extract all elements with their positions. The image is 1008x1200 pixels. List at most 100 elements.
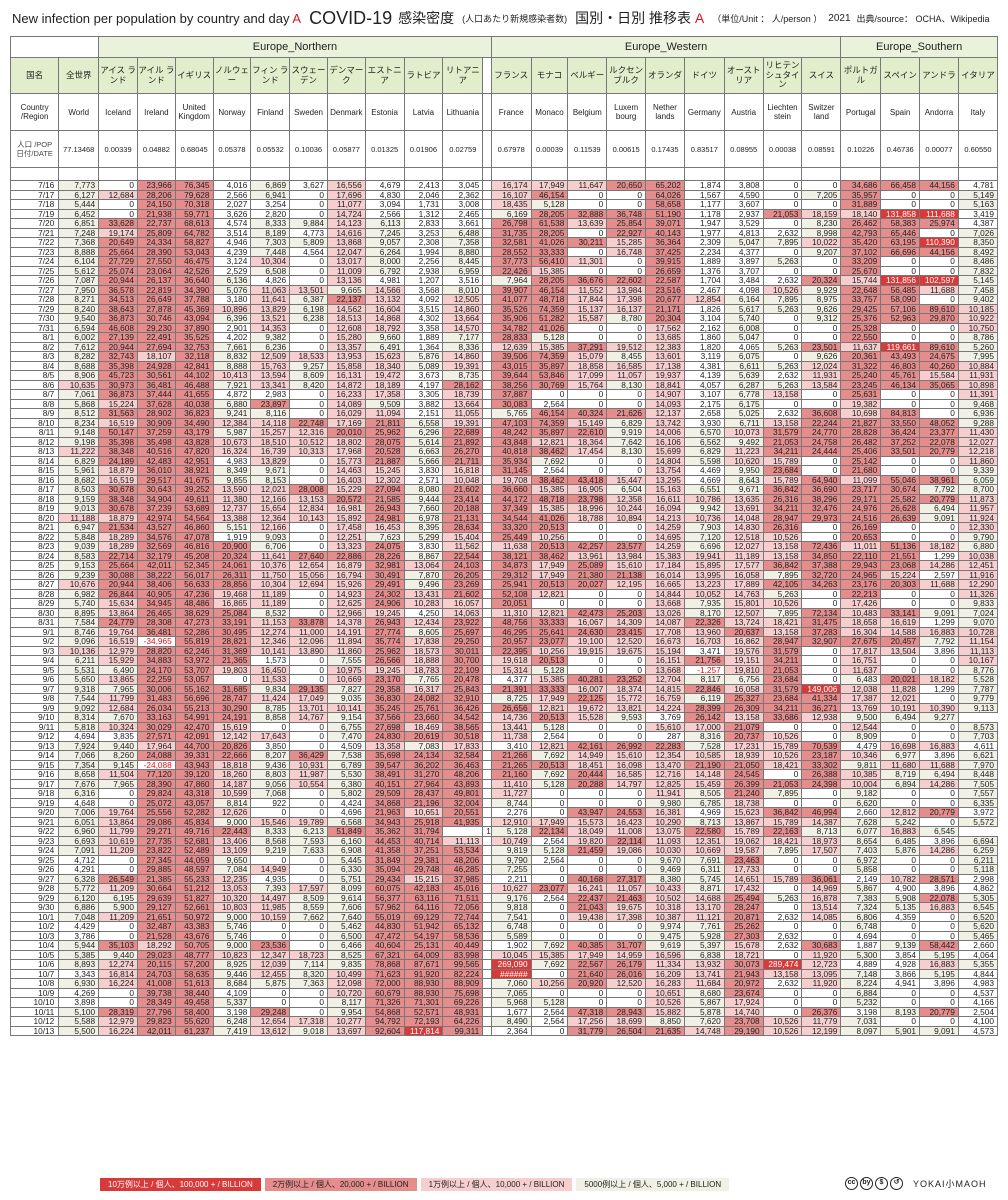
value-cell: 10,749: [490, 835, 532, 846]
value-cell: 1,299: [919, 617, 959, 628]
value-cell: 15,314: [490, 664, 532, 675]
value-cell: 11,011: [840, 541, 882, 552]
country-pop: 0.10226: [840, 130, 882, 168]
value-cell: 8,316: [683, 731, 725, 742]
value-cell: 16,794: [326, 569, 366, 580]
value-cell: [482, 731, 492, 742]
country-en: Spain: [880, 93, 921, 131]
value-cell: 2,938: [403, 265, 444, 276]
value-cell: 5,397: [683, 940, 725, 951]
value-cell: 19,245: [364, 664, 405, 675]
value-cell: 0: [289, 740, 328, 751]
value-cell: 6,504: [606, 484, 647, 495]
value-cell: 29,230: [136, 322, 176, 333]
value-cell: 6,113: [364, 218, 405, 229]
value-cell: 7,765: [403, 674, 444, 685]
value-cell: 3,358: [403, 322, 444, 333]
value-cell: 12,979: [98, 645, 138, 656]
value-cell: [482, 664, 492, 675]
value-cell: 14,740: [723, 1006, 764, 1017]
value-cell: 42,526: [174, 265, 214, 276]
value-cell: [482, 1025, 492, 1036]
value-cell: 0: [880, 664, 921, 675]
value-cell: 14,378: [326, 617, 366, 628]
value-cell: 0: [606, 921, 647, 932]
value-cell: 31,563: [98, 408, 138, 419]
world-value: 4,712: [58, 854, 100, 865]
value-cell: 33,209: [840, 256, 882, 267]
world-value: 9,148: [58, 427, 100, 438]
value-cell: 10,526: [645, 997, 685, 1008]
value-cell: 5,128: [530, 664, 569, 675]
spacer-cell: [212, 167, 252, 181]
value-cell: 8,336: [442, 341, 484, 352]
value-cell: 23,269: [442, 579, 484, 590]
date-cell: 9/5: [9, 664, 60, 675]
value-cell: [482, 313, 492, 324]
value-cell: 41,334: [801, 693, 842, 704]
value-cell: 8,867: [403, 550, 444, 561]
value-cell: 0: [606, 265, 647, 276]
value-cell: 8,080: [403, 484, 444, 495]
world-value: 8,906: [58, 370, 100, 381]
value-cell: 7,642: [606, 436, 647, 447]
value-cell: 11,920: [801, 978, 842, 989]
value-cell: 9,139: [880, 940, 921, 951]
value-cell: 44,700: [174, 740, 214, 751]
value-cell: 43,947: [567, 807, 608, 818]
value-cell: 5,128: [530, 778, 569, 789]
table-row: 7/21 7,248 19,174 25,809 64,782 3,514 8,189 4,7…: [9, 227, 999, 238]
value-cell: 19,382: [840, 398, 882, 409]
value-cell: [482, 693, 492, 704]
value-cell: 5,589: [490, 930, 532, 941]
value-cell: 17,643: [250, 731, 291, 742]
value-cell: 18,879: [98, 512, 138, 523]
value-cell: 4,928: [880, 959, 921, 970]
value-cell: 2,364: [490, 1025, 532, 1036]
value-cell: [482, 1016, 492, 1027]
value-cell: 11,301: [567, 256, 608, 267]
value-cell: 18,513: [326, 313, 366, 324]
value-cell: 15,447: [606, 474, 647, 485]
value-cell: 13,026: [645, 607, 685, 618]
value-cell: 66,696: [880, 246, 921, 257]
value-cell: 0: [762, 902, 803, 913]
legend-item: 1万例以上 / 個人、10,000 + / BILLION: [420, 1177, 573, 1191]
value-cell: 9,446: [212, 968, 252, 979]
value-cell: 38,406: [136, 579, 176, 590]
value-cell: 18,364: [567, 436, 608, 447]
value-cell: 47,273: [174, 617, 214, 628]
value-cell: 15,280: [326, 332, 366, 343]
value-cell: 8,097: [840, 1025, 882, 1036]
value-cell: 53,043: [174, 246, 214, 257]
table-row: 7/31 6,594 46,608 29,230 37,890 2,901 14,353 0 1…: [9, 322, 999, 333]
country-en: Luxem bourg: [606, 93, 647, 131]
value-cell: 0: [289, 940, 328, 951]
value-cell: 28,947: [762, 636, 803, 647]
value-cell: 0: [880, 389, 921, 400]
value-cell: 5,263: [762, 360, 803, 371]
value-cell: 15,858: [326, 360, 366, 371]
value-cell: 13,932: [683, 959, 725, 970]
value-cell: 5,858: [840, 864, 882, 875]
value-cell: 32,569: [136, 541, 176, 552]
value-cell: 5,242: [880, 816, 921, 827]
value-cell: [482, 807, 492, 818]
value-cell: 16,519: [98, 636, 138, 647]
country-pop: 0.46736: [880, 130, 921, 168]
value-cell: 5,928: [683, 930, 725, 941]
value-cell: 35,526: [490, 303, 532, 314]
value-cell: 9,980: [645, 797, 685, 808]
value-cell: [482, 398, 492, 409]
value-cell: 32,910: [442, 693, 484, 704]
value-cell: 10,750: [957, 322, 999, 333]
value-cell: 15,654: [250, 503, 291, 514]
table-row: 9/23 6,693 10,619 27,735 52,681 13,406 8,568 7,…: [9, 835, 999, 846]
value-cell: [482, 218, 492, 229]
value-cell: 25,582: [880, 493, 921, 504]
value-cell: 15,224: [880, 569, 921, 580]
value-cell: 14,353: [250, 322, 291, 333]
value-cell: 9,942: [683, 503, 725, 514]
value-cell: 17,231: [723, 740, 764, 751]
value-cell: 26,649: [136, 294, 176, 305]
